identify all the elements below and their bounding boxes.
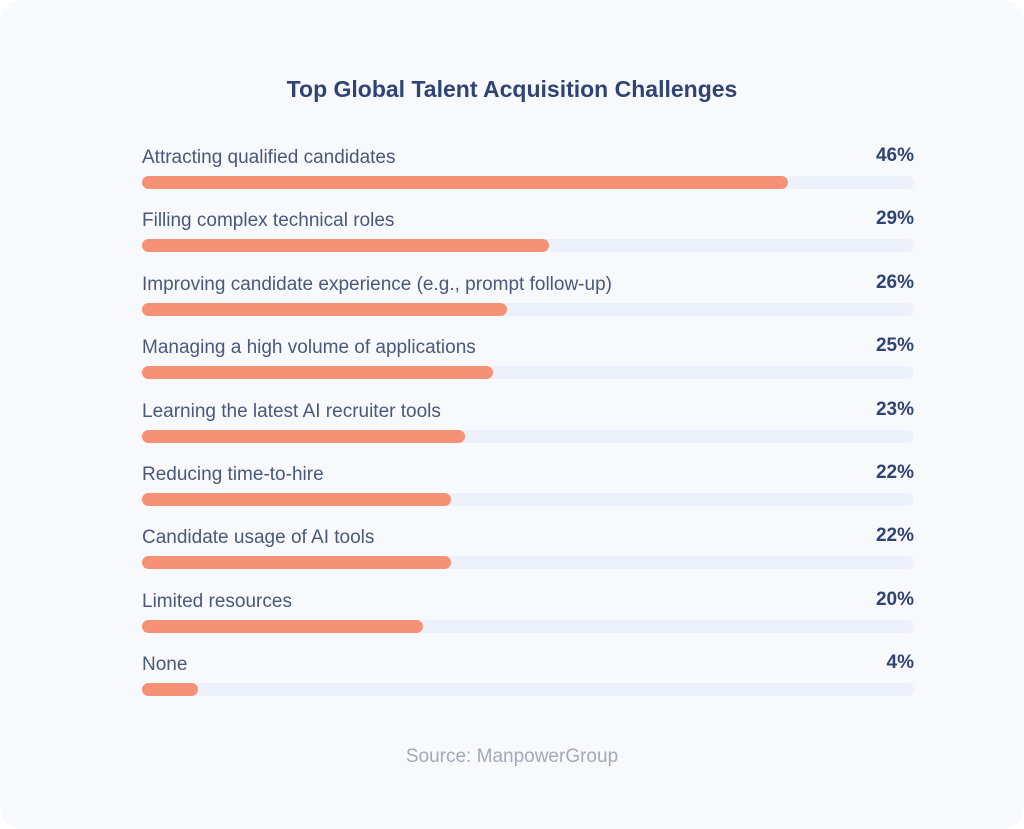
category-label: Attracting qualified candidates — [142, 147, 396, 168]
bar — [142, 429, 465, 443]
bar — [142, 493, 451, 506]
source-note: Source: ManpowerGroup — [405, 746, 619, 767]
bar — [142, 239, 550, 253]
bar — [142, 176, 788, 189]
value-label: 25% — [875, 335, 914, 357]
category-label: Reducing time-to-hire — [142, 464, 324, 485]
category-label: Managing a high volume of applications — [142, 337, 476, 359]
value-label: 20% — [875, 588, 914, 610]
bar — [142, 302, 507, 316]
value-label: 46% — [875, 145, 914, 166]
chart-title: Top Global Talent Acquisition Challenges — [286, 76, 738, 102]
category-label: Filling complex technical roles — [142, 210, 395, 232]
bar-row: Filling complex technical roles 29% — [142, 208, 914, 270]
bar-track — [142, 429, 914, 443]
bar-row: Improving candidate experience (e.g., pr… — [142, 271, 914, 334]
bar — [142, 619, 423, 633]
bar-track — [142, 493, 914, 506]
bar-track — [142, 683, 914, 697]
value-label: 4% — [886, 652, 914, 674]
value-label: 22% — [875, 525, 914, 547]
bar-track — [142, 239, 914, 253]
value-label: 29% — [875, 208, 914, 230]
bar-row: None 4% — [142, 652, 914, 714]
bar-track — [142, 366, 914, 380]
category-label: Candidate usage of AI tools — [142, 527, 375, 549]
bar — [142, 683, 199, 697]
bar-row: Managing a high volume of applications 25… — [142, 335, 914, 397]
bar — [142, 556, 451, 570]
bar-row: Attracting qualified candidates 46% — [142, 145, 914, 207]
bar-track — [142, 302, 914, 316]
category-label: None — [142, 654, 188, 676]
value-label: 22% — [875, 462, 914, 483]
bar-track — [142, 176, 914, 189]
bar — [142, 366, 493, 380]
bar-row: Learning the latest AI recruiter tools 23… — [142, 398, 914, 461]
bar-track — [142, 556, 914, 570]
category-label: Learning the latest AI recruiter tools — [142, 400, 441, 422]
category-label: Limited resources — [142, 590, 292, 612]
value-label: 26% — [875, 271, 914, 293]
bar-row: Limited resources 20% — [142, 588, 914, 651]
bar-row: Reducing time-to-hire 22% — [142, 462, 914, 524]
category-label: Improving candidate experience (e.g., pr… — [142, 273, 612, 295]
bar-row: Candidate usage of AI tools 22% — [142, 525, 914, 587]
bar-track — [142, 619, 914, 633]
value-label: 23% — [875, 398, 914, 420]
